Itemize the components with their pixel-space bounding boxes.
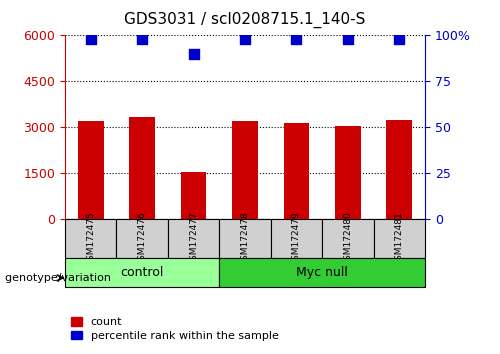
- Title: GDS3031 / scl0208715.1_140-S: GDS3031 / scl0208715.1_140-S: [124, 12, 366, 28]
- Text: GSM172479: GSM172479: [292, 212, 301, 266]
- Bar: [284, 123, 310, 219]
- Text: GSM172476: GSM172476: [138, 212, 146, 266]
- FancyBboxPatch shape: [116, 219, 168, 258]
- FancyBboxPatch shape: [270, 219, 322, 258]
- Point: [241, 36, 249, 42]
- FancyBboxPatch shape: [322, 219, 374, 258]
- FancyBboxPatch shape: [168, 219, 220, 258]
- Text: GSM172475: GSM172475: [86, 212, 95, 266]
- FancyBboxPatch shape: [65, 219, 116, 258]
- Legend: count, percentile rank within the sample: count, percentile rank within the sample: [70, 317, 278, 341]
- Text: GSM172481: GSM172481: [395, 212, 404, 266]
- Text: GSM172478: GSM172478: [240, 212, 250, 266]
- FancyBboxPatch shape: [65, 258, 220, 287]
- Text: control: control: [120, 266, 164, 279]
- Bar: [130, 117, 155, 219]
- Text: GSM172477: GSM172477: [189, 212, 198, 266]
- Point: [138, 36, 146, 42]
- Text: genotype/variation: genotype/variation: [5, 273, 114, 283]
- Bar: [180, 172, 206, 219]
- FancyBboxPatch shape: [220, 219, 270, 258]
- FancyBboxPatch shape: [374, 219, 425, 258]
- Point: [344, 36, 352, 42]
- Text: GSM172480: GSM172480: [344, 212, 352, 266]
- Bar: [386, 120, 412, 219]
- Bar: [78, 121, 104, 219]
- Point: [86, 36, 94, 42]
- Text: Myc null: Myc null: [296, 266, 348, 279]
- Point: [292, 36, 300, 42]
- Point: [396, 36, 404, 42]
- Bar: [232, 121, 258, 219]
- FancyBboxPatch shape: [220, 258, 425, 287]
- Point: [190, 51, 198, 57]
- Bar: [335, 126, 360, 219]
